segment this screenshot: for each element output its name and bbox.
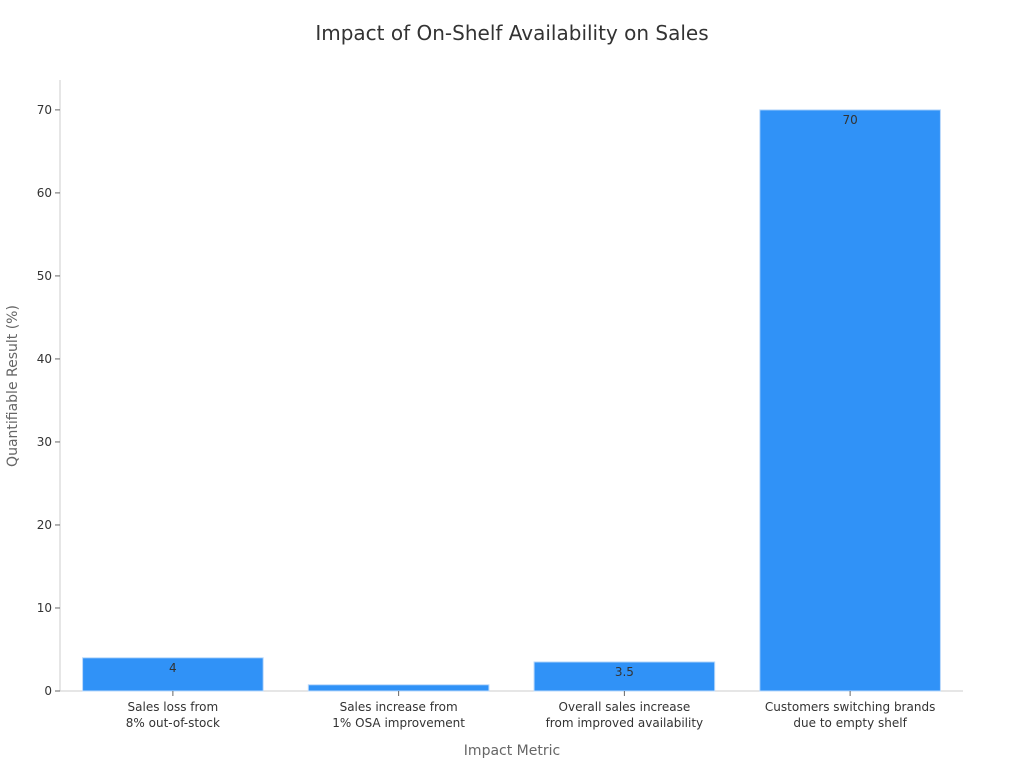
y-tick-label: 50: [37, 269, 52, 283]
y-tick-label: 30: [37, 435, 52, 449]
x-tick-label: from improved availability: [546, 716, 704, 730]
x-tick-label: due to empty shelf: [793, 716, 907, 730]
bar: [307, 684, 490, 692]
x-tick-label: Customers switching brands: [765, 700, 935, 714]
y-tick-label: 20: [37, 518, 52, 532]
y-tick-label: 60: [37, 186, 52, 200]
chart-title: Impact of On-Shelf Availability on Sales: [315, 21, 708, 45]
y-tick-label: 40: [37, 352, 52, 366]
x-tick-label: 1% OSA improvement: [332, 716, 465, 730]
bar: [759, 109, 941, 692]
x-tick-label: 8% out-of-stock: [126, 716, 220, 730]
x-tick-label: Sales loss from: [128, 700, 219, 714]
x-tick-label: Sales increase from: [340, 700, 458, 714]
bar: [533, 661, 716, 692]
x-tick-label: Overall sales increase: [559, 700, 691, 714]
y-axis-label: Quantifiable Result (%): [5, 305, 21, 467]
data-label: 4: [169, 661, 177, 675]
data-label: 70: [842, 113, 857, 127]
y-tick-label: 70: [37, 103, 52, 117]
y-tick-label: 10: [37, 601, 52, 615]
bar: [82, 657, 264, 692]
data-label: 3.5: [615, 665, 634, 679]
x-axis-label: Impact Metric: [464, 743, 560, 759]
y-tick-label: 0: [44, 684, 52, 698]
